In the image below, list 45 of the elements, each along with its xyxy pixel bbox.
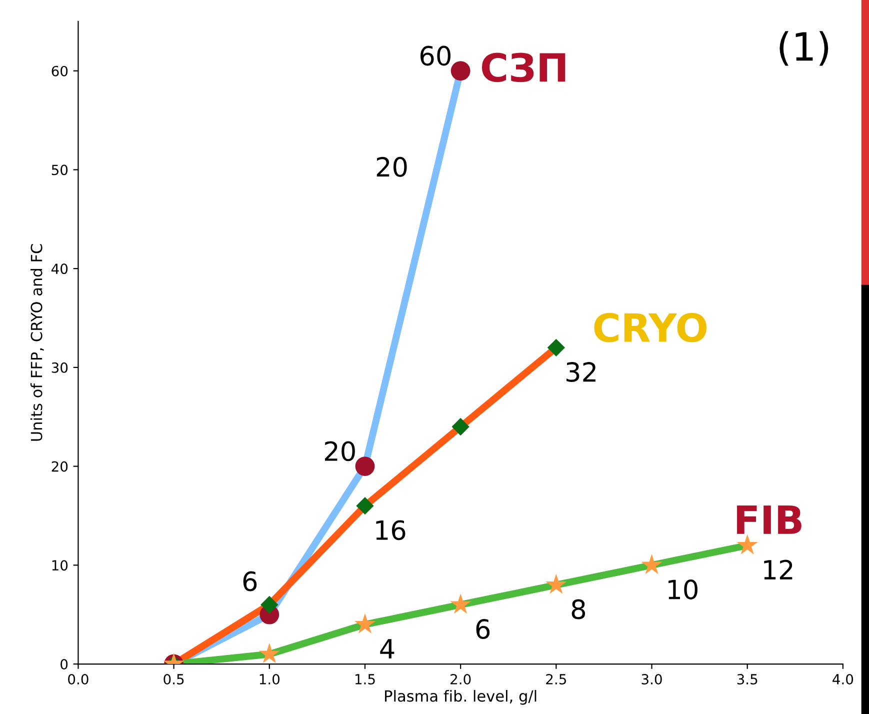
- x-tick-label: 2.0: [450, 674, 471, 684]
- x-tick-label: 0.5: [164, 674, 184, 684]
- y-axis-title: Units of FFP, CRYO and FC: [30, 244, 44, 441]
- point: [641, 554, 662, 574]
- x-tick-label: 2.5: [546, 674, 566, 684]
- data-label: 16: [376, 520, 406, 540]
- y-tick-label: 30: [52, 362, 68, 373]
- x-axis-title: Plasma fib. level, g/l: [385, 690, 536, 705]
- y-tick-label: 50: [52, 164, 68, 176]
- point: [356, 497, 374, 515]
- y-tick-label: 10: [52, 560, 68, 571]
- point: [452, 418, 470, 436]
- x-tick-label: 4.0: [832, 674, 854, 684]
- point: [736, 534, 758, 554]
- series-label: СЗП: [482, 52, 566, 82]
- y-tick-label: 40: [51, 264, 68, 274]
- data-label: 20: [325, 441, 355, 462]
- point: [355, 456, 375, 476]
- annotation: (1): [780, 31, 828, 66]
- data-label: 6: [476, 619, 490, 640]
- series-label: CRYO: [594, 312, 706, 342]
- data-label: 4: [380, 639, 394, 658]
- point: [546, 574, 567, 594]
- x-tick-label: 3.5: [737, 674, 758, 684]
- point: [450, 594, 472, 614]
- data-label: 6: [243, 571, 257, 592]
- series-label: FIB: [737, 506, 802, 534]
- y-tick-label: 20: [52, 461, 68, 472]
- data-label: 8: [572, 599, 586, 620]
- point: [260, 596, 278, 614]
- point: [547, 338, 565, 356]
- y-tick-label: 0: [60, 658, 68, 670]
- point: [258, 643, 280, 664]
- point: [450, 61, 470, 81]
- x-tick-label: 0.0: [68, 674, 88, 684]
- point: [354, 613, 376, 634]
- y-tick-label: 60: [52, 66, 68, 76]
- x-tick-label: 1.5: [355, 674, 375, 684]
- x-tick-label: 3.0: [642, 674, 662, 684]
- data-label: 10: [668, 580, 698, 600]
- x-tick-label: 1.0: [260, 674, 280, 684]
- data-label: 32: [566, 362, 596, 382]
- data-label: 12: [764, 560, 792, 580]
- annotation: 20: [376, 156, 407, 177]
- data-label: 60: [420, 46, 450, 66]
